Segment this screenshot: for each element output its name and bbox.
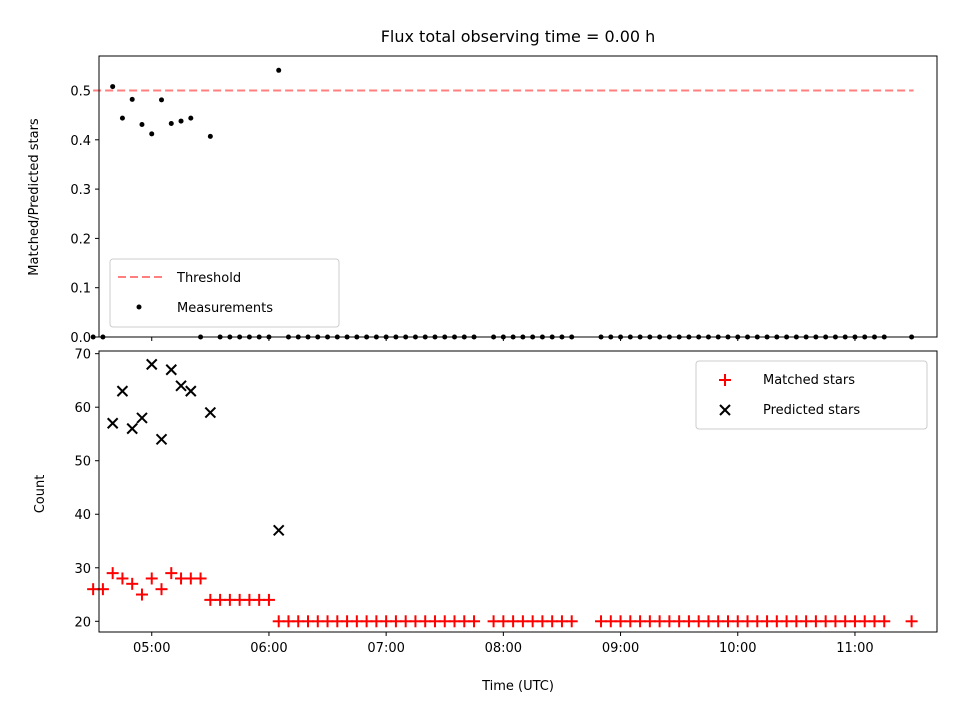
- measurement-point: [159, 97, 165, 103]
- matched-star-point: [116, 572, 129, 585]
- matched-star-point: [468, 615, 481, 628]
- top-panel: Flux total observing time = 0.00 h Match…: [27, 27, 938, 346]
- predicted-star-point: [273, 524, 285, 537]
- matched-legend-label: Matched stars: [763, 373, 855, 388]
- chart-title: Flux total observing time = 0.00 h: [381, 27, 656, 46]
- x-tick-label: 10:00: [719, 641, 756, 656]
- measurement-point: [139, 122, 145, 128]
- bottom-legend: Matched stars Predicted stars: [695, 360, 928, 430]
- top-y-tick-label: 0.2: [70, 232, 91, 247]
- matched-star-point: [126, 577, 139, 590]
- measurement-point: [129, 96, 135, 102]
- matched-star-point: [135, 588, 148, 601]
- top-y-tick-label: 0.3: [70, 183, 91, 198]
- predicted-star-point: [155, 433, 168, 446]
- top-y-tick-label: 0.4: [70, 134, 91, 149]
- top-plot-area: 0.0 0.1 0.2 0.3 0.4 0.5: [70, 67, 915, 346]
- x-tick-label: 06:00: [250, 641, 287, 656]
- predicted-star-point: [126, 422, 138, 435]
- bottom-y-tick-label: 60: [74, 401, 91, 416]
- x-tick-label: 07:00: [367, 641, 404, 656]
- threshold-legend-label: Threshold: [176, 271, 241, 286]
- measurement-point: [110, 84, 116, 90]
- bottom-legend-box: [695, 360, 928, 430]
- matched-star-point: [106, 567, 119, 580]
- predicted-star-point: [116, 385, 129, 397]
- measurement-point: [90, 334, 96, 340]
- predicted-star-point: [175, 380, 187, 392]
- predicted-star-point: [185, 385, 197, 397]
- x-tick-label: 09:00: [602, 641, 639, 656]
- bottom-y-tick-label: 20: [74, 615, 91, 630]
- bottom-y-axis-label: Count: [33, 475, 48, 514]
- matched-star-point: [905, 615, 918, 628]
- predicted-star-point: [204, 406, 217, 419]
- top-legend: Threshold Measurements: [109, 258, 340, 328]
- top-y-tick-label: 0.5: [70, 85, 91, 100]
- bottom-y-tick-label: 30: [74, 562, 91, 577]
- matched-star-point: [878, 615, 891, 628]
- measurement-point: [119, 115, 125, 121]
- top-axes-frame: [98, 55, 938, 338]
- measurement-point: [149, 131, 155, 137]
- measurement-point: [168, 121, 174, 127]
- matched-star-point: [565, 615, 578, 628]
- matched-legend-swatch: [719, 374, 731, 386]
- bottom-y-tick-label: 70: [74, 348, 91, 363]
- x-axis-label: Time (UTC): [481, 679, 554, 694]
- predicted-legend-label: Predicted stars: [763, 403, 860, 418]
- matched-star-point: [165, 567, 178, 580]
- matched-star-point: [155, 583, 168, 596]
- predicted-star-point: [165, 364, 177, 376]
- predicted-legend-swatch: [719, 404, 731, 416]
- bottom-axes-frame: [98, 350, 938, 633]
- bottom-plot-area: 05:00 06:00 07:00 08:00 09:00 10:00 11:00 20 30 4…: [74, 348, 918, 656]
- bottom-panel: Count Time (UTC) 05:00 06:00 07:00 08:00 09:…: [33, 348, 938, 694]
- top-y-tick-label: 0.0: [70, 331, 91, 346]
- top-legend-box: [109, 258, 340, 328]
- x-tick-label: 05:00: [133, 641, 170, 656]
- measurement-point: [207, 133, 213, 139]
- x-tick-label: 11:00: [836, 641, 873, 656]
- measurement-point: [276, 67, 282, 73]
- predicted-star-point: [106, 417, 119, 429]
- bottom-y-tick-label: 40: [74, 508, 91, 523]
- measurement-point: [178, 118, 184, 124]
- measurement-point: [188, 115, 194, 121]
- bottom-y-tick-label: 50: [74, 455, 91, 470]
- matched-star-point: [145, 572, 158, 585]
- predicted-star-point: [136, 412, 148, 424]
- measurements-legend-swatch: [136, 304, 142, 310]
- matched-star-point: [262, 593, 275, 606]
- x-tick-label: 08:00: [485, 641, 522, 656]
- predicted-star-point: [146, 358, 158, 371]
- measurements-legend-label: Measurements: [177, 301, 273, 316]
- matched-star-point: [194, 572, 207, 585]
- top-y-axis-label: Matched/Predicted stars: [27, 118, 42, 276]
- top-y-tick-label: 0.1: [70, 282, 91, 297]
